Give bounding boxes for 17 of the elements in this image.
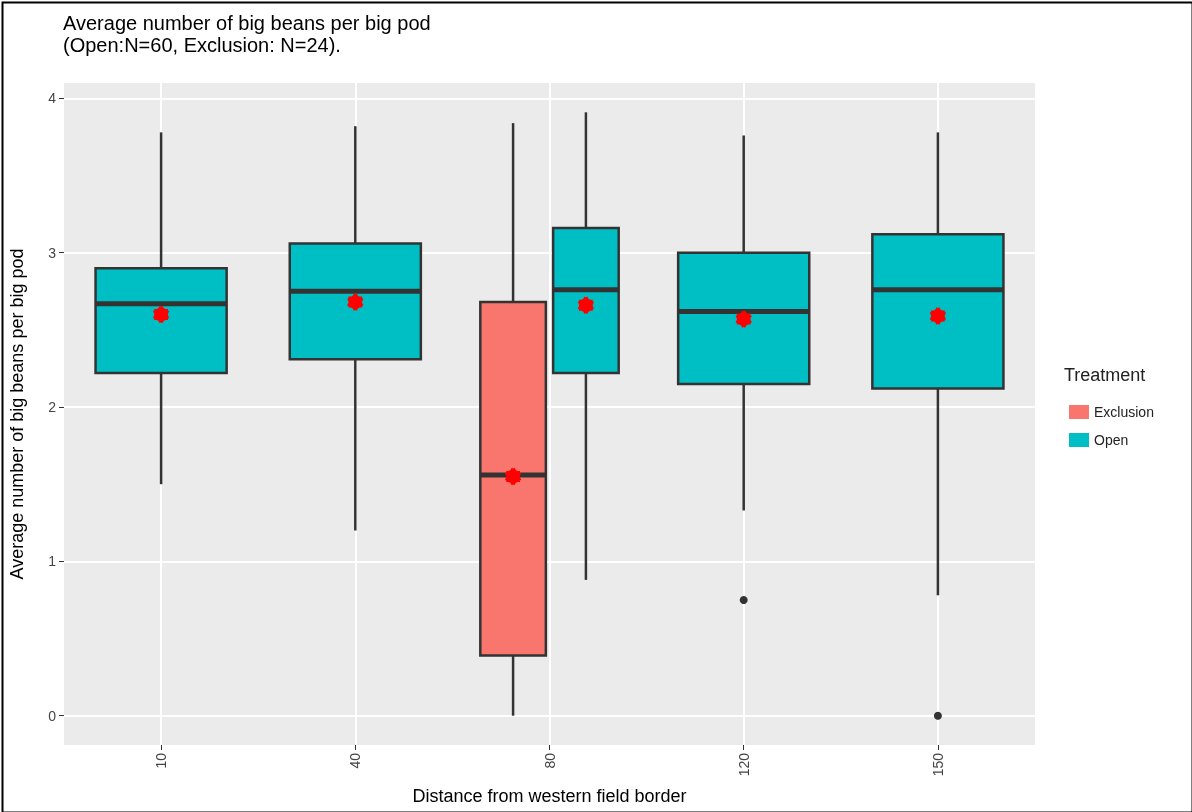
y-tick-label: 4 [48,90,57,107]
x-tick-label: 80 [541,752,558,769]
legend-label: Open [1094,432,1129,448]
x-tick-label: 10 [153,752,170,769]
y-tick-label: 3 [48,244,57,261]
legend-title: Treatment [1064,365,1146,385]
y-tick-label: 0 [48,707,57,724]
y-tick-label: 2 [48,399,57,416]
chart-title: Average number of big beans per big pod [63,12,431,34]
y-axis-title: Average number of big beans per big pod [7,248,27,580]
y-tick-label: 1 [48,553,57,570]
x-tick-label: 40 [347,752,364,769]
x-axis-title: Distance from western field border [412,786,687,806]
legend-label: Exclusion [1094,404,1154,420]
chart-subtitle: (Open:N=60, Exclusion: N=24). [63,34,341,56]
x-tick-label: 150 [929,752,946,777]
x-tick-label: 120 [735,752,752,777]
